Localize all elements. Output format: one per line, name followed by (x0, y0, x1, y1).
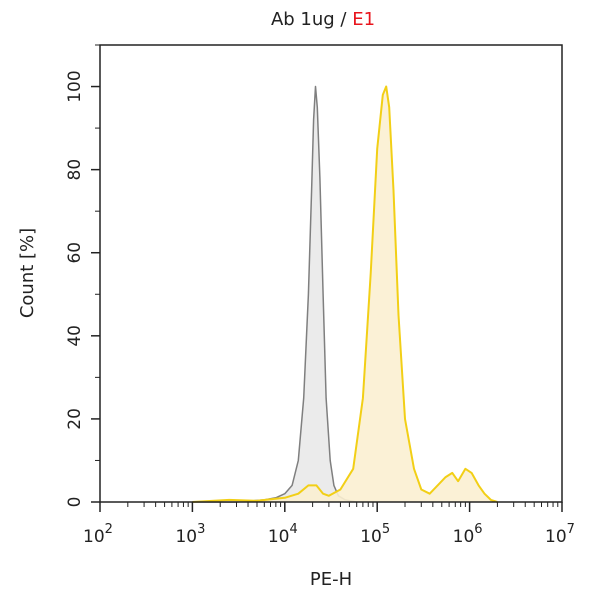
y-tick-label: 100 (65, 70, 85, 102)
x-tick-label: 105 (360, 522, 390, 547)
series-2-line (192, 85, 498, 503)
plot-frame (99, 44, 563, 503)
x-tick-label: 103 (175, 522, 205, 547)
x-tick-exponent: 6 (474, 522, 482, 537)
y-tick-label: 0 (65, 497, 85, 508)
x-tick-label: 102 (83, 522, 113, 547)
y-tick-label: 20 (65, 408, 85, 430)
x-tick-base: 10 (175, 527, 197, 547)
x-axis: 102 103 104 105 106 107 (83, 502, 575, 547)
x-tick-exponent: 4 (289, 522, 297, 537)
x-tick-base: 10 (453, 527, 475, 547)
y-tick-label: 40 (65, 325, 85, 347)
y-axis-title: Count [%] (17, 228, 38, 318)
x-tick-base: 10 (545, 527, 567, 547)
x-tick-label: 106 (453, 522, 483, 547)
y-tick-label: 60 (65, 242, 85, 264)
x-tick-label: 107 (545, 522, 575, 547)
series-1-line (192, 85, 357, 503)
chart-title: Ab 1ug / E1 (271, 9, 375, 30)
plot-area (192, 85, 498, 503)
x-tick-base: 10 (83, 527, 105, 547)
x-tick-exponent: 7 (567, 522, 575, 537)
series-2-area (192, 86, 498, 502)
x-axis-title: PE-H (310, 569, 352, 590)
x-tick-base: 10 (360, 527, 382, 547)
chart-title-prefix: Ab 1ug / (271, 9, 352, 30)
y-tick-label: 80 (65, 159, 85, 181)
y-axis: 0 20 40 60 80 100 (65, 44, 100, 508)
chart-title-highlight: E1 (352, 9, 375, 30)
x-tick-label: 104 (268, 522, 298, 547)
x-tick-base: 10 (268, 527, 290, 547)
x-tick-exponent: 2 (105, 522, 113, 537)
x-tick-exponent: 3 (197, 522, 205, 537)
series-1-area (192, 86, 357, 502)
x-tick-exponent: 5 (382, 522, 390, 537)
